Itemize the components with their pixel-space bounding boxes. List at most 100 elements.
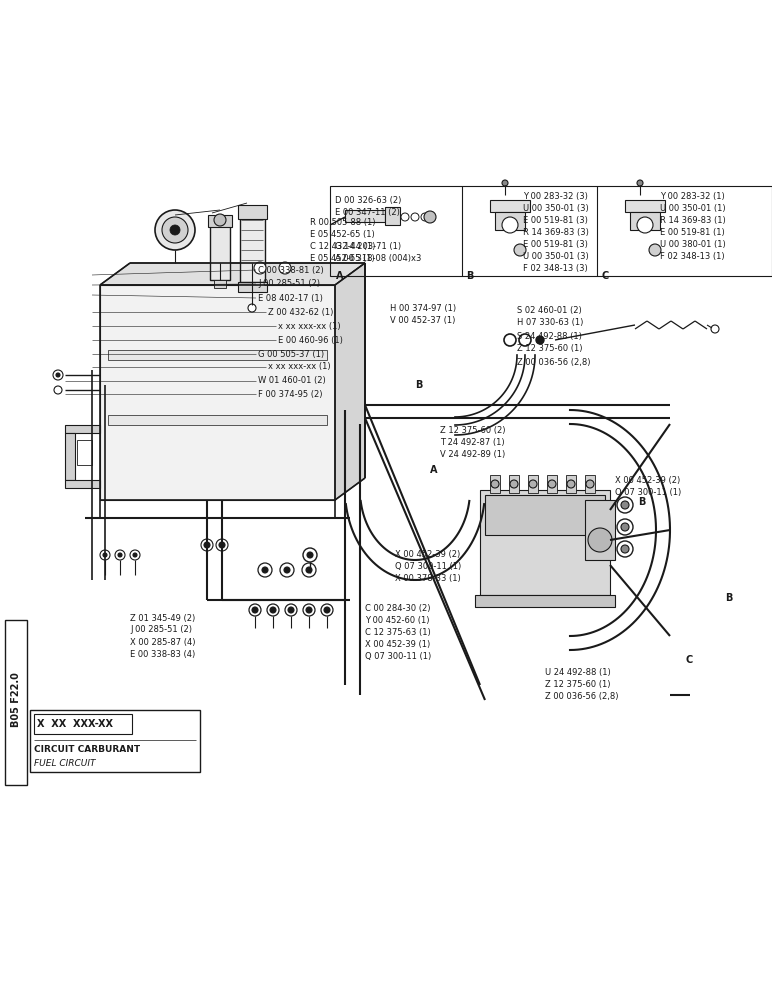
Text: G 00 505-37 (1): G 00 505-37 (1) xyxy=(258,350,324,359)
Circle shape xyxy=(637,217,653,233)
Text: T 24 492-87 (1): T 24 492-87 (1) xyxy=(440,438,505,446)
Text: R 14 369-83 (3): R 14 369-83 (3) xyxy=(523,229,589,237)
Circle shape xyxy=(170,225,180,235)
Text: Q 07 300-11 (1): Q 07 300-11 (1) xyxy=(615,488,681,496)
Bar xyxy=(585,475,595,493)
Text: X 00 452-39 (2): X 00 452-39 (2) xyxy=(615,476,680,485)
Text: F 00 374-95 (2): F 00 374-95 (2) xyxy=(258,389,323,398)
Circle shape xyxy=(267,604,279,616)
Circle shape xyxy=(617,519,633,535)
Text: Y 00 283-32 (3): Y 00 283-32 (3) xyxy=(523,192,587,202)
Circle shape xyxy=(279,262,291,274)
Text: F 02 348-13 (1): F 02 348-13 (1) xyxy=(660,252,725,261)
Circle shape xyxy=(306,567,312,573)
Bar xyxy=(547,475,557,493)
Circle shape xyxy=(504,334,516,346)
Text: Z 12 375-60 (1): Z 12 375-60 (1) xyxy=(517,344,583,354)
Circle shape xyxy=(411,213,419,221)
Polygon shape xyxy=(65,425,100,433)
Text: C 12 432-44 (1): C 12 432-44 (1) xyxy=(310,241,375,250)
Bar xyxy=(490,475,500,493)
Text: E 05 452-65 (1): E 05 452-65 (1) xyxy=(310,230,374,238)
Text: G 14 203-71 (1): G 14 203-71 (1) xyxy=(335,242,401,251)
Text: S 24 492-88 (1): S 24 492-88 (1) xyxy=(517,332,582,340)
Polygon shape xyxy=(485,495,605,535)
Text: E 00 519-81 (3): E 00 519-81 (3) xyxy=(523,217,587,226)
Circle shape xyxy=(548,480,556,488)
Text: Z 12 375-60 (2): Z 12 375-60 (2) xyxy=(440,426,506,434)
Circle shape xyxy=(401,213,409,221)
Text: U 00 380-01 (1): U 00 380-01 (1) xyxy=(660,240,726,249)
Circle shape xyxy=(621,523,629,531)
Circle shape xyxy=(621,545,629,553)
Circle shape xyxy=(567,480,575,488)
Text: X 00 452-39 (1): X 00 452-39 (1) xyxy=(365,640,430,648)
Bar xyxy=(630,212,660,230)
Circle shape xyxy=(617,541,633,557)
Bar xyxy=(528,475,538,493)
Circle shape xyxy=(617,497,633,513)
Text: Z 12 375-60 (1): Z 12 375-60 (1) xyxy=(545,680,611,688)
Circle shape xyxy=(155,210,195,250)
Text: Z 00 036-56 (2,8): Z 00 036-56 (2,8) xyxy=(517,358,591,366)
Circle shape xyxy=(637,180,643,186)
Bar xyxy=(214,280,226,288)
Circle shape xyxy=(280,563,294,577)
Polygon shape xyxy=(335,263,365,500)
Text: A: A xyxy=(336,271,344,281)
Bar xyxy=(385,207,400,225)
Text: B: B xyxy=(466,271,473,281)
Polygon shape xyxy=(100,263,365,285)
Text: X 00 452-39 (2): X 00 452-39 (2) xyxy=(395,550,460,560)
Bar xyxy=(345,210,385,222)
Bar xyxy=(490,200,530,212)
Text: S 02 460-01 (2): S 02 460-01 (2) xyxy=(517,306,582,314)
Text: C: C xyxy=(601,271,608,281)
Text: D 00 326-63 (2): D 00 326-63 (2) xyxy=(335,196,401,205)
Bar xyxy=(208,215,232,227)
Circle shape xyxy=(56,373,60,377)
Circle shape xyxy=(285,604,297,616)
Text: Y 00 452-60 (1): Y 00 452-60 (1) xyxy=(365,615,429,624)
Text: FUEL CIRCUIT: FUEL CIRCUIT xyxy=(34,758,96,768)
Polygon shape xyxy=(65,480,100,488)
Text: B: B xyxy=(725,593,733,603)
Text: R 14 369-83 (1): R 14 369-83 (1) xyxy=(660,217,726,226)
Text: X 00 378-33 (1): X 00 378-33 (1) xyxy=(395,574,461,584)
Text: E 00 519-81 (3): E 00 519-81 (3) xyxy=(523,240,587,249)
Text: x xx xxx-xx (1): x xx xxx-xx (1) xyxy=(268,362,330,371)
Bar xyxy=(108,415,327,425)
Circle shape xyxy=(130,550,140,560)
Circle shape xyxy=(307,552,313,558)
Text: C 12 375-63 (1): C 12 375-63 (1) xyxy=(365,628,431,637)
Circle shape xyxy=(262,567,268,573)
Circle shape xyxy=(711,325,719,333)
Bar xyxy=(566,475,576,493)
Circle shape xyxy=(502,217,518,233)
Text: V 24 492-89 (1): V 24 492-89 (1) xyxy=(440,450,505,458)
Circle shape xyxy=(303,604,315,616)
Circle shape xyxy=(258,563,272,577)
Bar xyxy=(30,710,200,772)
Text: A: A xyxy=(430,465,438,475)
Bar xyxy=(5,620,27,785)
Circle shape xyxy=(249,604,261,616)
Circle shape xyxy=(252,607,258,613)
Text: Z 01 345-49 (2): Z 01 345-49 (2) xyxy=(130,613,195,622)
Bar xyxy=(585,500,615,560)
Text: X  XX  XXX-XX: X XX XXX-XX xyxy=(37,719,113,729)
Circle shape xyxy=(214,214,226,226)
Polygon shape xyxy=(65,433,75,480)
Circle shape xyxy=(248,304,256,312)
Circle shape xyxy=(306,607,312,613)
Text: E 00 460-96 (1): E 00 460-96 (1) xyxy=(278,336,343,344)
Text: U 00 350-01 (3): U 00 350-01 (3) xyxy=(523,252,589,261)
Circle shape xyxy=(491,480,499,488)
Text: Z 00 036-56 (2,8): Z 00 036-56 (2,8) xyxy=(545,692,618,700)
Text: E 05 452-65 (1): E 05 452-65 (1) xyxy=(310,253,374,262)
Text: C 00 338-81 (2): C 00 338-81 (2) xyxy=(258,265,323,274)
Bar xyxy=(330,186,772,276)
Circle shape xyxy=(529,480,537,488)
Bar xyxy=(238,205,267,219)
Circle shape xyxy=(162,217,188,243)
